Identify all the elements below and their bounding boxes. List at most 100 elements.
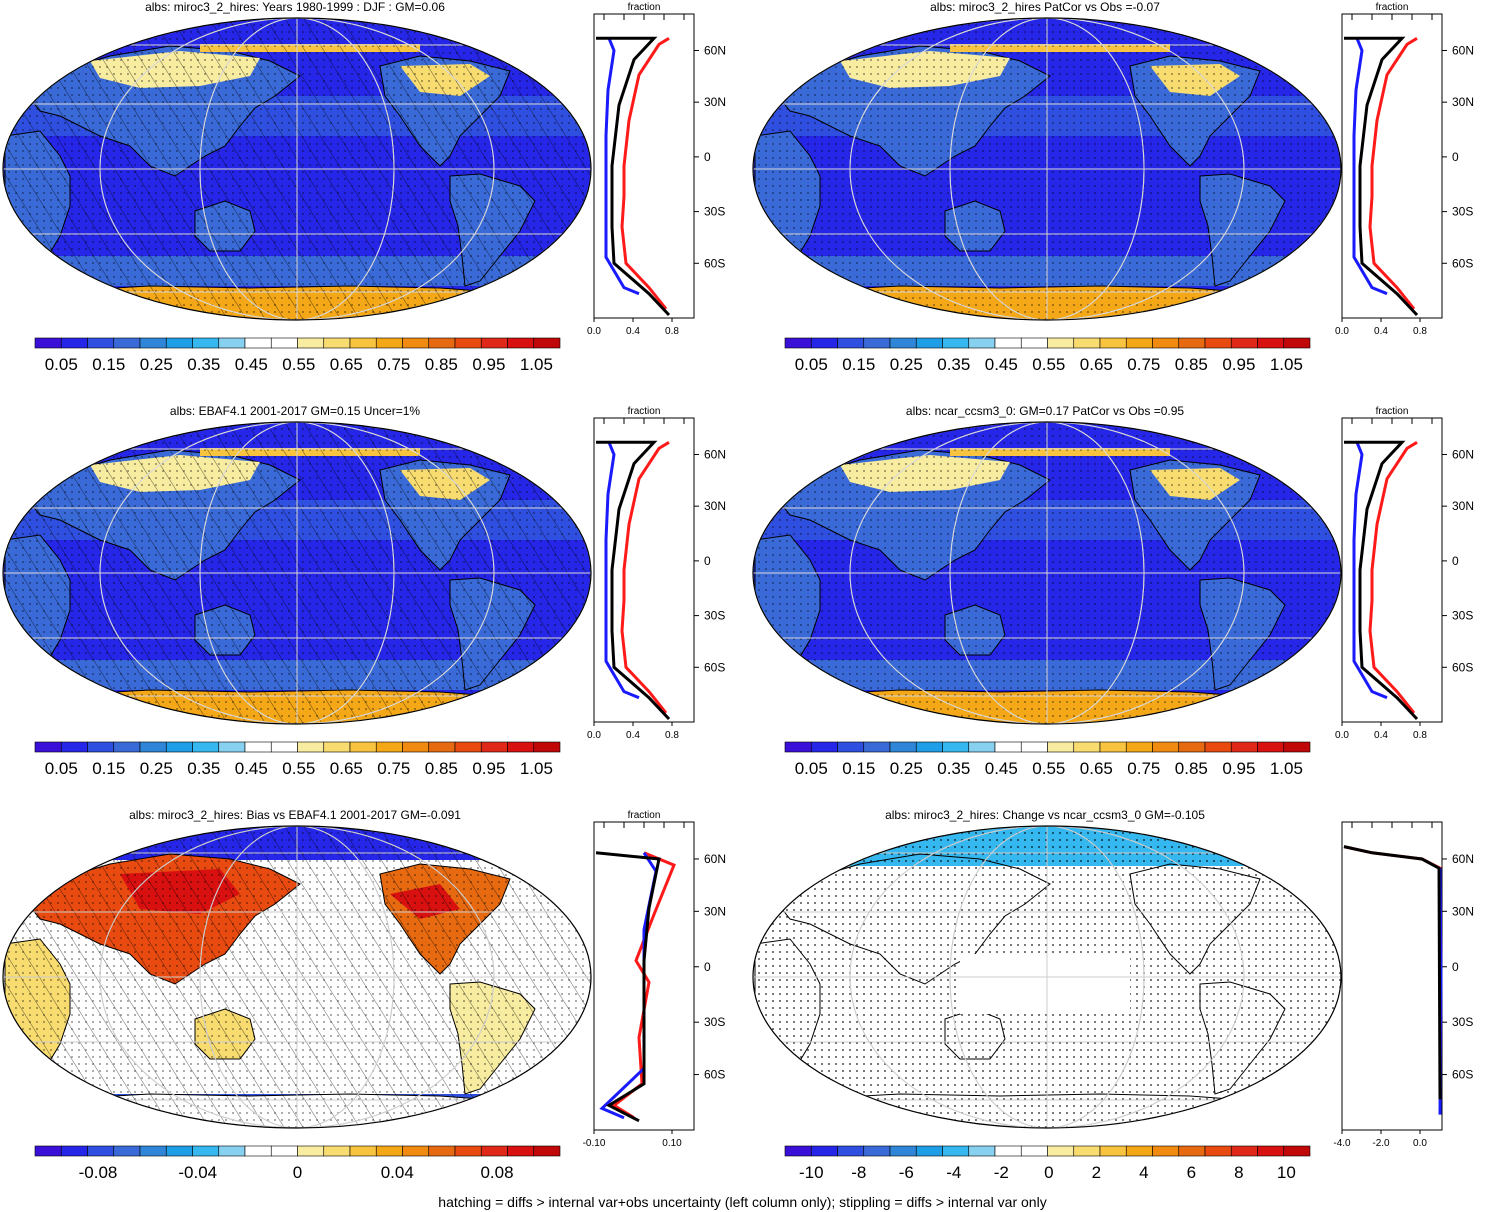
profile-red-line [1368, 441, 1418, 714]
panel-6-title: albs: miroc3_2_hires: Change vs ncar_ccs… [885, 808, 1205, 822]
lat-label: 30N [704, 95, 726, 109]
colorbar-swatch [889, 1145, 917, 1157]
colorbar-swatch [507, 337, 535, 349]
colorbar-swatch [1152, 1145, 1180, 1157]
colorbar-swatch [968, 1145, 996, 1157]
colorbar-swatch [480, 337, 508, 349]
colorbar-label: -0.08 [79, 1163, 118, 1182]
colorbar-swatch [1125, 1145, 1153, 1157]
colorbar-label: -2 [994, 1163, 1009, 1182]
map-border [752, 825, 1342, 1129]
colorbar-label: 0.85 [1175, 759, 1208, 778]
colorbar-label: 0 [1044, 1163, 1053, 1182]
colorbar-label: 0.05 [795, 759, 828, 778]
colorbar-label: 0.25 [140, 355, 173, 374]
colorbar-label: 6 [1187, 1163, 1196, 1182]
lat-label: 30N [1452, 499, 1474, 513]
panel-6-map [752, 825, 1342, 1129]
graticule-lon [99, 422, 495, 724]
lat-label: 30N [704, 904, 726, 918]
panel-5-zonal-profile: fraction 60N 30N 0 30S 60S -0.10 0.10 [583, 810, 726, 1149]
colorbar-swatch [165, 1145, 193, 1157]
colorbar-label: 0.15 [92, 759, 125, 778]
unstippled-area [960, 954, 1130, 1014]
panel-2-title: albs: miroc3_2_hires PatCor vs Obs =-0.0… [930, 0, 1160, 14]
colorbar-label: -10 [799, 1163, 824, 1182]
graticule-lon [849, 826, 1245, 1128]
profile-frame [1341, 821, 1443, 1131]
colorbar-label: 0.85 [425, 759, 458, 778]
colorbar-swatch [270, 741, 298, 753]
colorbar-swatch [942, 1145, 970, 1157]
colorbar-swatch [810, 337, 838, 349]
colorbar-label: 0.55 [282, 355, 315, 374]
lat-label: 60N [704, 852, 726, 866]
panel-3-zonal-profile: fraction 60N 30N 0 30S 60S 0.0 0.4 0.8 [587, 406, 726, 741]
colorbar-swatch [1099, 741, 1127, 753]
land-europe [759, 449, 811, 491]
colorbar-label: 0.45 [235, 759, 268, 778]
colorbar-swatch [349, 337, 377, 349]
profile-red-line [1368, 37, 1418, 310]
x-tick-label: 0.4 [1374, 730, 1388, 741]
colorbar-swatch [428, 337, 456, 349]
lat-label: 30S [1452, 609, 1473, 623]
colorbar-label: 0.35 [937, 355, 970, 374]
colorbar-label: 0.15 [842, 355, 875, 374]
x-tick-label: 0.0 [587, 326, 601, 337]
profile-axis-title: fraction [628, 406, 661, 417]
colorbar-swatch [784, 337, 812, 349]
colorbar-label: 0 [293, 1163, 302, 1182]
x-tick-label: 0.0 [1413, 1138, 1427, 1149]
lat-label: 60N [1452, 852, 1474, 866]
colorbar-swatch [1125, 741, 1153, 753]
colorbar-swatch [402, 741, 430, 753]
colorbar-swatch [349, 1145, 377, 1157]
colorbar-label: 0.05 [45, 759, 78, 778]
colorbar-swatch [60, 337, 88, 349]
lat-label: 60S [1452, 660, 1473, 674]
lat-label: 30N [704, 499, 726, 513]
lat-label: 0 [704, 554, 711, 568]
colorbar-swatch [297, 1145, 325, 1157]
lat-label: 0 [704, 960, 711, 974]
map-border [752, 17, 1342, 321]
colorbar-label: 0.35 [187, 759, 220, 778]
panel-6-zonal-profile: 60N 30N 0 30S 60S -4.0 -2.0 0.0 [1333, 821, 1474, 1149]
profile-axis-title: fraction [1376, 2, 1409, 13]
colorbar-swatch [480, 1145, 508, 1157]
colorbar-swatch [1099, 337, 1127, 349]
colorbar-swatch [1152, 741, 1180, 753]
x-tick-label: -4.0 [1333, 1138, 1351, 1149]
colorbar-label: 0.75 [377, 759, 410, 778]
colorbar-swatch [402, 337, 430, 349]
colorbar-swatch [1257, 741, 1285, 753]
colorbar-swatch [1178, 1145, 1206, 1157]
colorbar-swatch [1204, 1145, 1232, 1157]
colorbar-swatch [218, 1145, 246, 1157]
x-tick-label: 0.0 [1335, 730, 1349, 741]
colorbar-label: 1.05 [1270, 759, 1303, 778]
profile-blue-line [1352, 441, 1388, 700]
profile-frame [1341, 417, 1443, 723]
colorbar-swatch [1047, 741, 1075, 753]
colorbar-label: 0.35 [937, 759, 970, 778]
colorbar-swatch [533, 741, 561, 753]
lat-label: 30N [1452, 95, 1474, 109]
profile-blue-line [604, 441, 640, 700]
panel-5-colorbar: -0.08 -0.04 0 0.04 0.08 [34, 1145, 561, 1182]
lat-label: 0 [1452, 150, 1459, 164]
colorbar-swatch [34, 337, 62, 349]
colorbar-swatch [915, 741, 943, 753]
colorbar-swatch [244, 741, 272, 753]
colorbar-swatch [837, 337, 865, 349]
colorbar-swatch [244, 1145, 272, 1157]
colorbar-swatch [402, 1145, 430, 1157]
x-tick-label: -2.0 [1372, 1138, 1390, 1149]
panel-5-map [2, 825, 592, 1129]
panel-6-colorbar: -10 -8 -6 -4 -2 0 2 4 6 8 10 [784, 1145, 1311, 1182]
colorbar-swatch [454, 1145, 482, 1157]
colorbar-label: 0.75 [1127, 759, 1160, 778]
colorbar-label: 0.04 [381, 1163, 414, 1182]
x-tick-label: 0.0 [1335, 326, 1349, 337]
